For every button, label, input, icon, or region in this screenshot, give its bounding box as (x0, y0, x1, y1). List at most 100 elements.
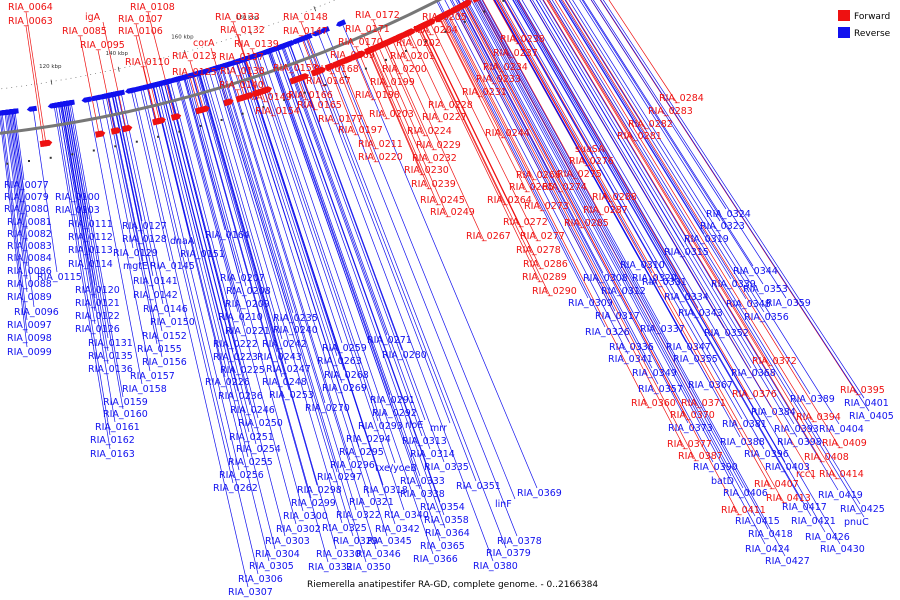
gene-label-reverse: rloE (405, 420, 423, 431)
leader-line (14, 111, 25, 181)
leader-line (277, 47, 445, 516)
gene-feature-forward (223, 98, 234, 107)
gene-label-forward: RIA_0172 (355, 10, 400, 21)
leader-line (63, 103, 109, 365)
gene-label-reverse: RIA_0077 (4, 180, 49, 191)
gene-label-forward: RIA_0204 (413, 25, 458, 36)
gene-label-reverse: RIA_0425 (840, 504, 885, 515)
leader-line (264, 90, 274, 117)
gene-feature-forward (415, 23, 426, 32)
leader-line (195, 73, 283, 378)
track-dot (71, 153, 74, 156)
gene-label-forward: RIA_0387 (678, 451, 723, 462)
leader-line (189, 60, 204, 110)
leader-line (108, 95, 144, 262)
gene-label-reverse: RIA_0115 (37, 272, 82, 283)
track-dot (6, 162, 9, 165)
leader-line (270, 50, 421, 477)
leader-line (517, 0, 751, 400)
gene-label-reverse: RIA_0330 (316, 549, 361, 560)
leader-line (9, 111, 35, 308)
leader-line (178, 78, 246, 327)
gene-label-forward: RIA_0063 (8, 16, 53, 27)
leader-line (105, 95, 158, 345)
gene-label-reverse: RIA_0315 (664, 247, 709, 258)
leader-line (277, 47, 441, 503)
leader-line (60, 104, 96, 312)
leader-line (226, 64, 351, 461)
gene-label-reverse: RIA_0164 (205, 230, 250, 241)
kbp-tick-label: 180 kbp (236, 15, 259, 21)
leader-line (457, 0, 653, 369)
leader-line (58, 104, 96, 325)
track-dot (178, 130, 181, 133)
gene-label-forward: RIA_0266 (516, 170, 561, 181)
leader-line (282, 46, 388, 336)
gene-label-reverse: RIA_0312 (601, 286, 646, 297)
gene-label-forward: RIA_0198 (355, 90, 400, 101)
leader-line (198, 73, 290, 391)
gene-label-reverse: RIA_0352 (704, 328, 749, 339)
leader-line (87, 99, 143, 385)
gene-label-reverse: RIA_0393 (774, 424, 819, 435)
gene-label-reverse: RIA_0401 (844, 398, 889, 409)
leader-lines (0, 0, 870, 588)
leader-line (252, 56, 405, 511)
leader-line (482, 0, 602, 216)
gene-label-reverse: RIA_0255 (228, 457, 273, 468)
gene-label-reverse: RIA_0127 (122, 221, 167, 232)
gene-feature-reverse (291, 37, 302, 45)
leader-line (4, 112, 28, 293)
gene-feature-reverse (319, 26, 330, 34)
gene-label-forward: RIA_0282 (628, 119, 673, 130)
leader-line (1, 112, 28, 321)
gene-label-forward: RIA_0284 (659, 93, 704, 104)
leader-line (308, 36, 507, 549)
leader-line (496, 0, 773, 490)
gene-label-reverse: RIA_0293 (358, 421, 403, 432)
gene-label-reverse: RIA_0308 (583, 273, 628, 284)
leader-line (163, 82, 257, 445)
gene-label-reverse: RIA_0321 (349, 497, 394, 508)
gene-label-reverse: RIA_0254 (236, 444, 281, 455)
leader-line (237, 75, 246, 98)
leader-line (437, 0, 606, 328)
leader-line (32, 108, 58, 273)
gene-label-forward: RIA_0395 (840, 385, 885, 396)
leader-line (7, 112, 28, 267)
leader-line (53, 105, 111, 450)
leader-line (581, 0, 764, 285)
gene-label-reverse: RIA_0262 (213, 483, 258, 494)
leader-line (516, 0, 826, 533)
gene-label-reverse: RIA_0291 (370, 395, 415, 406)
track-dot (135, 140, 138, 143)
gene-label-reverse: RIA_0089 (7, 292, 52, 303)
gene-label-reverse: RIA_0343 (678, 308, 723, 319)
kbp-tick-label: 160 kbp (171, 35, 194, 41)
leader-line (199, 72, 337, 550)
gene-label-reverse: RIA_0332 (308, 562, 353, 573)
gene-label-reverse: RIA_0303 (265, 536, 310, 547)
gene-label-reverse: RIA_0405 (849, 411, 894, 422)
gene-label-reverse: RIA_0398 (777, 437, 822, 448)
kbp-tick-mark (313, 6, 317, 12)
gene-label-reverse: RIA_0359 (766, 298, 811, 309)
kbp-tick-mark (184, 50, 187, 56)
gene-feature-reverse (220, 61, 231, 69)
gene-label-forward: RIA_0148 (283, 12, 328, 23)
leader-line (0, 112, 28, 334)
leader-line (114, 94, 143, 222)
gene-label-reverse: RIA_0345 (367, 536, 412, 547)
leader-line (422, 25, 522, 228)
gene-label-reverse: RIA_0337 (640, 324, 685, 335)
kbp-tick-label: 140 kbp (106, 51, 129, 57)
gene-label-reverse: RIA_0080 (4, 204, 49, 215)
gene-label-reverse: RIA_0159 (103, 397, 148, 408)
leader-line (0, 115, 28, 348)
leader-line (481, 0, 661, 325)
gene-label-reverse: RIA_0225 (220, 365, 265, 376)
leader-line (12, 111, 28, 218)
gene-feature-forward (110, 127, 122, 135)
leader-line (177, 79, 297, 525)
leader-line (341, 22, 538, 489)
